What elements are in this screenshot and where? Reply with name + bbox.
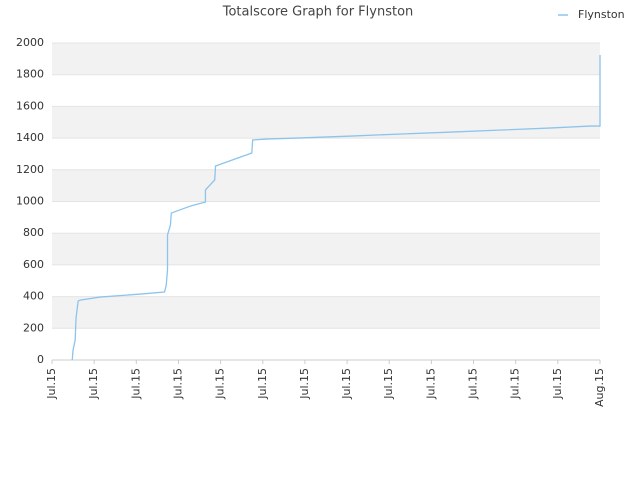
x-tick-label: Jul.15 xyxy=(87,368,100,400)
chart-title: Totalscore Graph for Flynston xyxy=(222,5,414,20)
y-tick-label: 200 xyxy=(23,321,44,334)
y-tick-label: 800 xyxy=(23,226,44,239)
grid-band xyxy=(52,233,600,265)
legend-label: Flynston xyxy=(578,8,625,21)
x-tick-label: Aug.15 xyxy=(593,368,606,407)
y-tick-label: 1200 xyxy=(16,163,44,176)
grid-band xyxy=(52,296,600,329)
y-tick-label: 0 xyxy=(37,353,44,366)
y-tick-label: 600 xyxy=(23,258,44,271)
grid-band xyxy=(52,106,600,139)
y-tick-label: 1000 xyxy=(16,195,44,208)
x-tick-label: Jul.15 xyxy=(551,368,564,400)
x-tick-label: Jul.15 xyxy=(382,368,395,400)
y-tick-label: 1800 xyxy=(16,68,44,81)
grid-band xyxy=(52,169,600,202)
x-tick-label: Jul.15 xyxy=(45,368,58,400)
x-tick-label: Jul.15 xyxy=(467,368,480,400)
y-tick-label: 400 xyxy=(23,290,44,303)
y-tick-label: 1600 xyxy=(16,99,44,112)
x-tick-label: Jul.15 xyxy=(509,368,522,400)
y-tick-label: 2000 xyxy=(16,36,44,49)
x-tick-label: Jul.15 xyxy=(214,368,227,400)
x-tick-label: Jul.15 xyxy=(340,368,353,400)
x-tick-label: Jul.15 xyxy=(298,368,311,400)
x-tick-label: Jul.15 xyxy=(171,368,184,400)
y-tick-label: 1400 xyxy=(16,131,44,144)
x-tick-label: Jul.15 xyxy=(129,368,142,400)
line xyxy=(71,55,601,361)
x-tick-label: Jul.15 xyxy=(256,368,269,400)
grid-band xyxy=(52,43,600,75)
x-tick-label: Jul.15 xyxy=(424,368,437,400)
